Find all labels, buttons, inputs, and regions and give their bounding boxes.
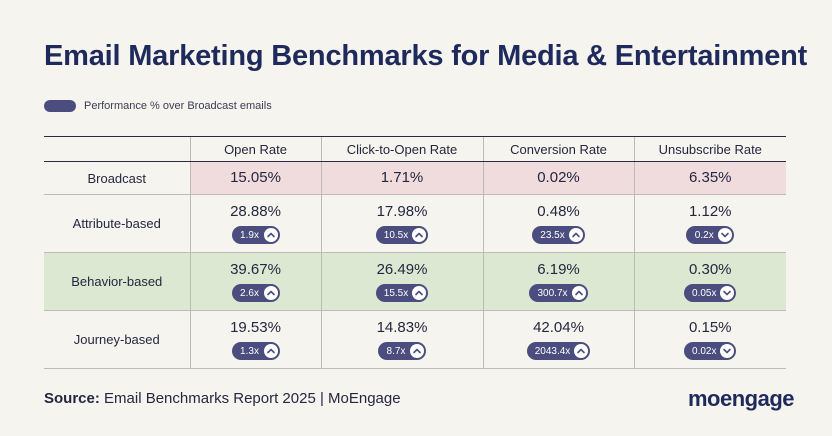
chevron-down-icon: [718, 228, 733, 242]
multiplier-badge: 10.5x: [375, 226, 429, 244]
chevron-up-icon: [410, 344, 424, 358]
table-cell: 0.15% 0.02x: [633, 310, 786, 369]
multiplier-badge: 0.05x: [684, 284, 737, 302]
chevron-up-icon: [574, 344, 589, 358]
chevron-down-icon: [720, 286, 735, 300]
benchmark-table: Open Rate Click-to-Open Rate Conversion …: [44, 136, 786, 369]
table-row: Attribute-based 28.88% 1.9x 17.98% 10.5x 0.48…: [44, 194, 786, 253]
legend-swatch: [44, 100, 76, 112]
chevron-up-icon: [571, 286, 586, 300]
table-row: Journey-based 19.53% 1.3x 14.83% 8.7x 42.04% 2…: [44, 310, 786, 369]
table-cell: 17.98% 10.5x: [320, 194, 483, 253]
cell-value: 6.35%: [688, 169, 732, 186]
cell-value: 39.67%: [230, 261, 281, 278]
multiplier-text: 0.05x: [692, 287, 717, 299]
multiplier-text: 15.5x: [383, 287, 409, 299]
cell-value: 42.04%: [533, 319, 584, 336]
table-cell: 0.02%: [482, 161, 634, 195]
source-note: Source: Email Benchmarks Report 2025 | M…: [44, 390, 401, 407]
table-cell: 0.48% 23.5x: [482, 194, 634, 253]
chevron-down-icon: [720, 344, 735, 358]
table-cell: 19.53% 1.3x: [189, 310, 321, 369]
chevron-up-icon: [412, 228, 427, 242]
table-cell: 26.49% 15.5x: [320, 252, 483, 311]
cell-value: 0.48%: [537, 203, 580, 220]
brand-logo: moengage: [688, 386, 795, 411]
multiplier-text: 10.5x: [383, 229, 409, 241]
source-label: Source:: [44, 390, 100, 407]
table-cell: 39.67% 2.6x: [189, 252, 321, 311]
legend: Performance % over Broadcast emails: [44, 100, 272, 112]
cell-value: 0.15%: [688, 319, 732, 336]
multiplier-text: 2.6x: [240, 287, 259, 299]
column-header: Click-to-Open Rate: [320, 136, 483, 162]
row-label: Attribute-based: [44, 194, 190, 253]
cell-value: 6.19%: [537, 261, 580, 278]
multiplier-badge: 1.9x: [231, 226, 280, 244]
multiplier-text: 300.7x: [537, 287, 568, 299]
cell-value: 26.49%: [376, 261, 428, 278]
table-cell: 6.19% 300.7x: [482, 252, 634, 311]
multiplier-text: 8.7x: [386, 345, 406, 357]
table-cell: 6.35%: [633, 161, 786, 195]
multiplier-badge: 0.2x: [686, 226, 735, 244]
page-title: Email Marketing Benchmarks for Media & E…: [44, 40, 808, 72]
cell-value: 15.05%: [230, 169, 281, 186]
chevron-up-icon: [568, 228, 583, 242]
legend-label: Performance % over Broadcast emails: [84, 100, 272, 112]
multiplier-text: 0.2x: [694, 229, 714, 241]
row-label: Journey-based: [44, 310, 190, 369]
cell-value: 1.71%: [380, 169, 424, 186]
cell-value: 19.53%: [230, 319, 281, 336]
cell-value: 14.83%: [376, 319, 428, 336]
chevron-up-icon: [263, 344, 278, 358]
table-row: Behavior-based 39.67% 2.6x 26.49% 15.5x 6.19%…: [44, 252, 786, 311]
cell-value: 28.88%: [230, 203, 281, 220]
multiplier-badge: 2.6x: [231, 284, 280, 302]
multiplier-text: 2043.4x: [534, 345, 571, 357]
multiplier-text: 0.02x: [692, 345, 717, 357]
multiplier-badge: 0.02x: [684, 342, 737, 360]
table-cell: 0.30% 0.05x: [633, 252, 786, 311]
multiplier-text: 1.3x: [240, 345, 259, 357]
cell-value: 17.98%: [376, 203, 428, 220]
multiplier-badge: 300.7x: [529, 284, 588, 302]
multiplier-badge: 23.5x: [532, 226, 585, 244]
table-row: Broadcast 15.05% 1.71% 0.02% 6.35%: [44, 161, 786, 195]
row-label: Broadcast: [44, 161, 190, 195]
multiplier-badge: 15.5x: [375, 284, 429, 302]
table-cell: 28.88% 1.9x: [189, 194, 321, 253]
column-header: Open Rate: [189, 136, 321, 162]
table-cell: 14.83% 8.7x: [320, 310, 483, 369]
multiplier-text: 1.9x: [240, 229, 259, 241]
table-cell: 1.71%: [320, 161, 483, 195]
column-header: Unsubscribe Rate: [633, 136, 786, 162]
table-cell: 1.12% 0.2x: [633, 194, 786, 253]
source-text: Email Benchmarks Report 2025 | MoEngage: [104, 390, 401, 407]
header-corner: [44, 136, 190, 162]
multiplier-badge: 1.3x: [231, 342, 280, 360]
chevron-up-icon: [412, 286, 427, 300]
row-label: Behavior-based: [44, 252, 190, 311]
cell-value: 1.12%: [688, 203, 732, 220]
multiplier-badge: 2043.4x: [526, 342, 591, 360]
table-body: Broadcast 15.05% 1.71% 0.02% 6.35% Attribute-…: [44, 161, 786, 369]
column-header: Conversion Rate: [482, 136, 634, 162]
chevron-up-icon: [263, 286, 278, 300]
cell-value: 0.02%: [537, 169, 580, 186]
table-cell: 42.04% 2043.4x: [482, 310, 634, 369]
table-cell: 15.05%: [189, 161, 321, 195]
multiplier-text: 23.5x: [540, 229, 565, 241]
header-row: Open Rate Click-to-Open Rate Conversion …: [44, 136, 786, 162]
multiplier-badge: 8.7x: [378, 342, 426, 360]
cell-value: 0.30%: [688, 261, 732, 278]
chevron-up-icon: [263, 228, 278, 242]
